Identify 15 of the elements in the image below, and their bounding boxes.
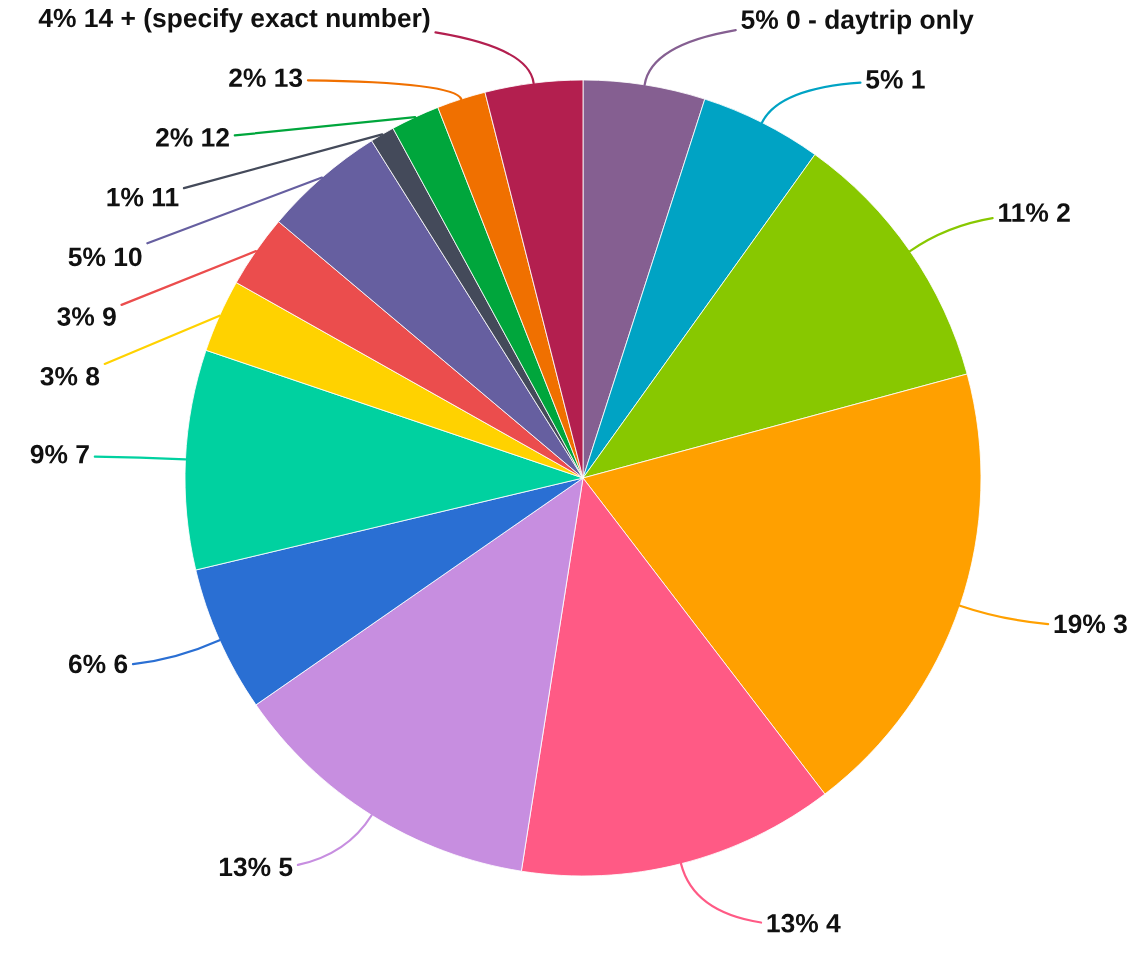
slice-label: 13% 4: [767, 913, 841, 933]
slice-label: 5% 10: [68, 247, 142, 267]
slice-label: 11% 2: [999, 203, 1070, 222]
slice-label: 5% 1: [866, 70, 925, 89]
slice-label: 1% 11: [107, 187, 179, 207]
slice-label: 5% 0 - daytrip only: [741, 9, 974, 35]
slice-label: 6% 6: [68, 654, 128, 674]
slice-label: 19% 3: [1054, 614, 1127, 634]
slice-label: 9% 7: [30, 444, 89, 464]
slice-label: 4% 14 + (specify exact number): [38, 8, 430, 33]
slice-label: 2% 13: [229, 68, 303, 88]
slice-label: 3% 8: [40, 366, 100, 386]
slice-label: 13% 5: [219, 857, 293, 877]
slice-label: 2% 12: [156, 128, 229, 147]
slice-label: 3% 9: [57, 307, 116, 326]
